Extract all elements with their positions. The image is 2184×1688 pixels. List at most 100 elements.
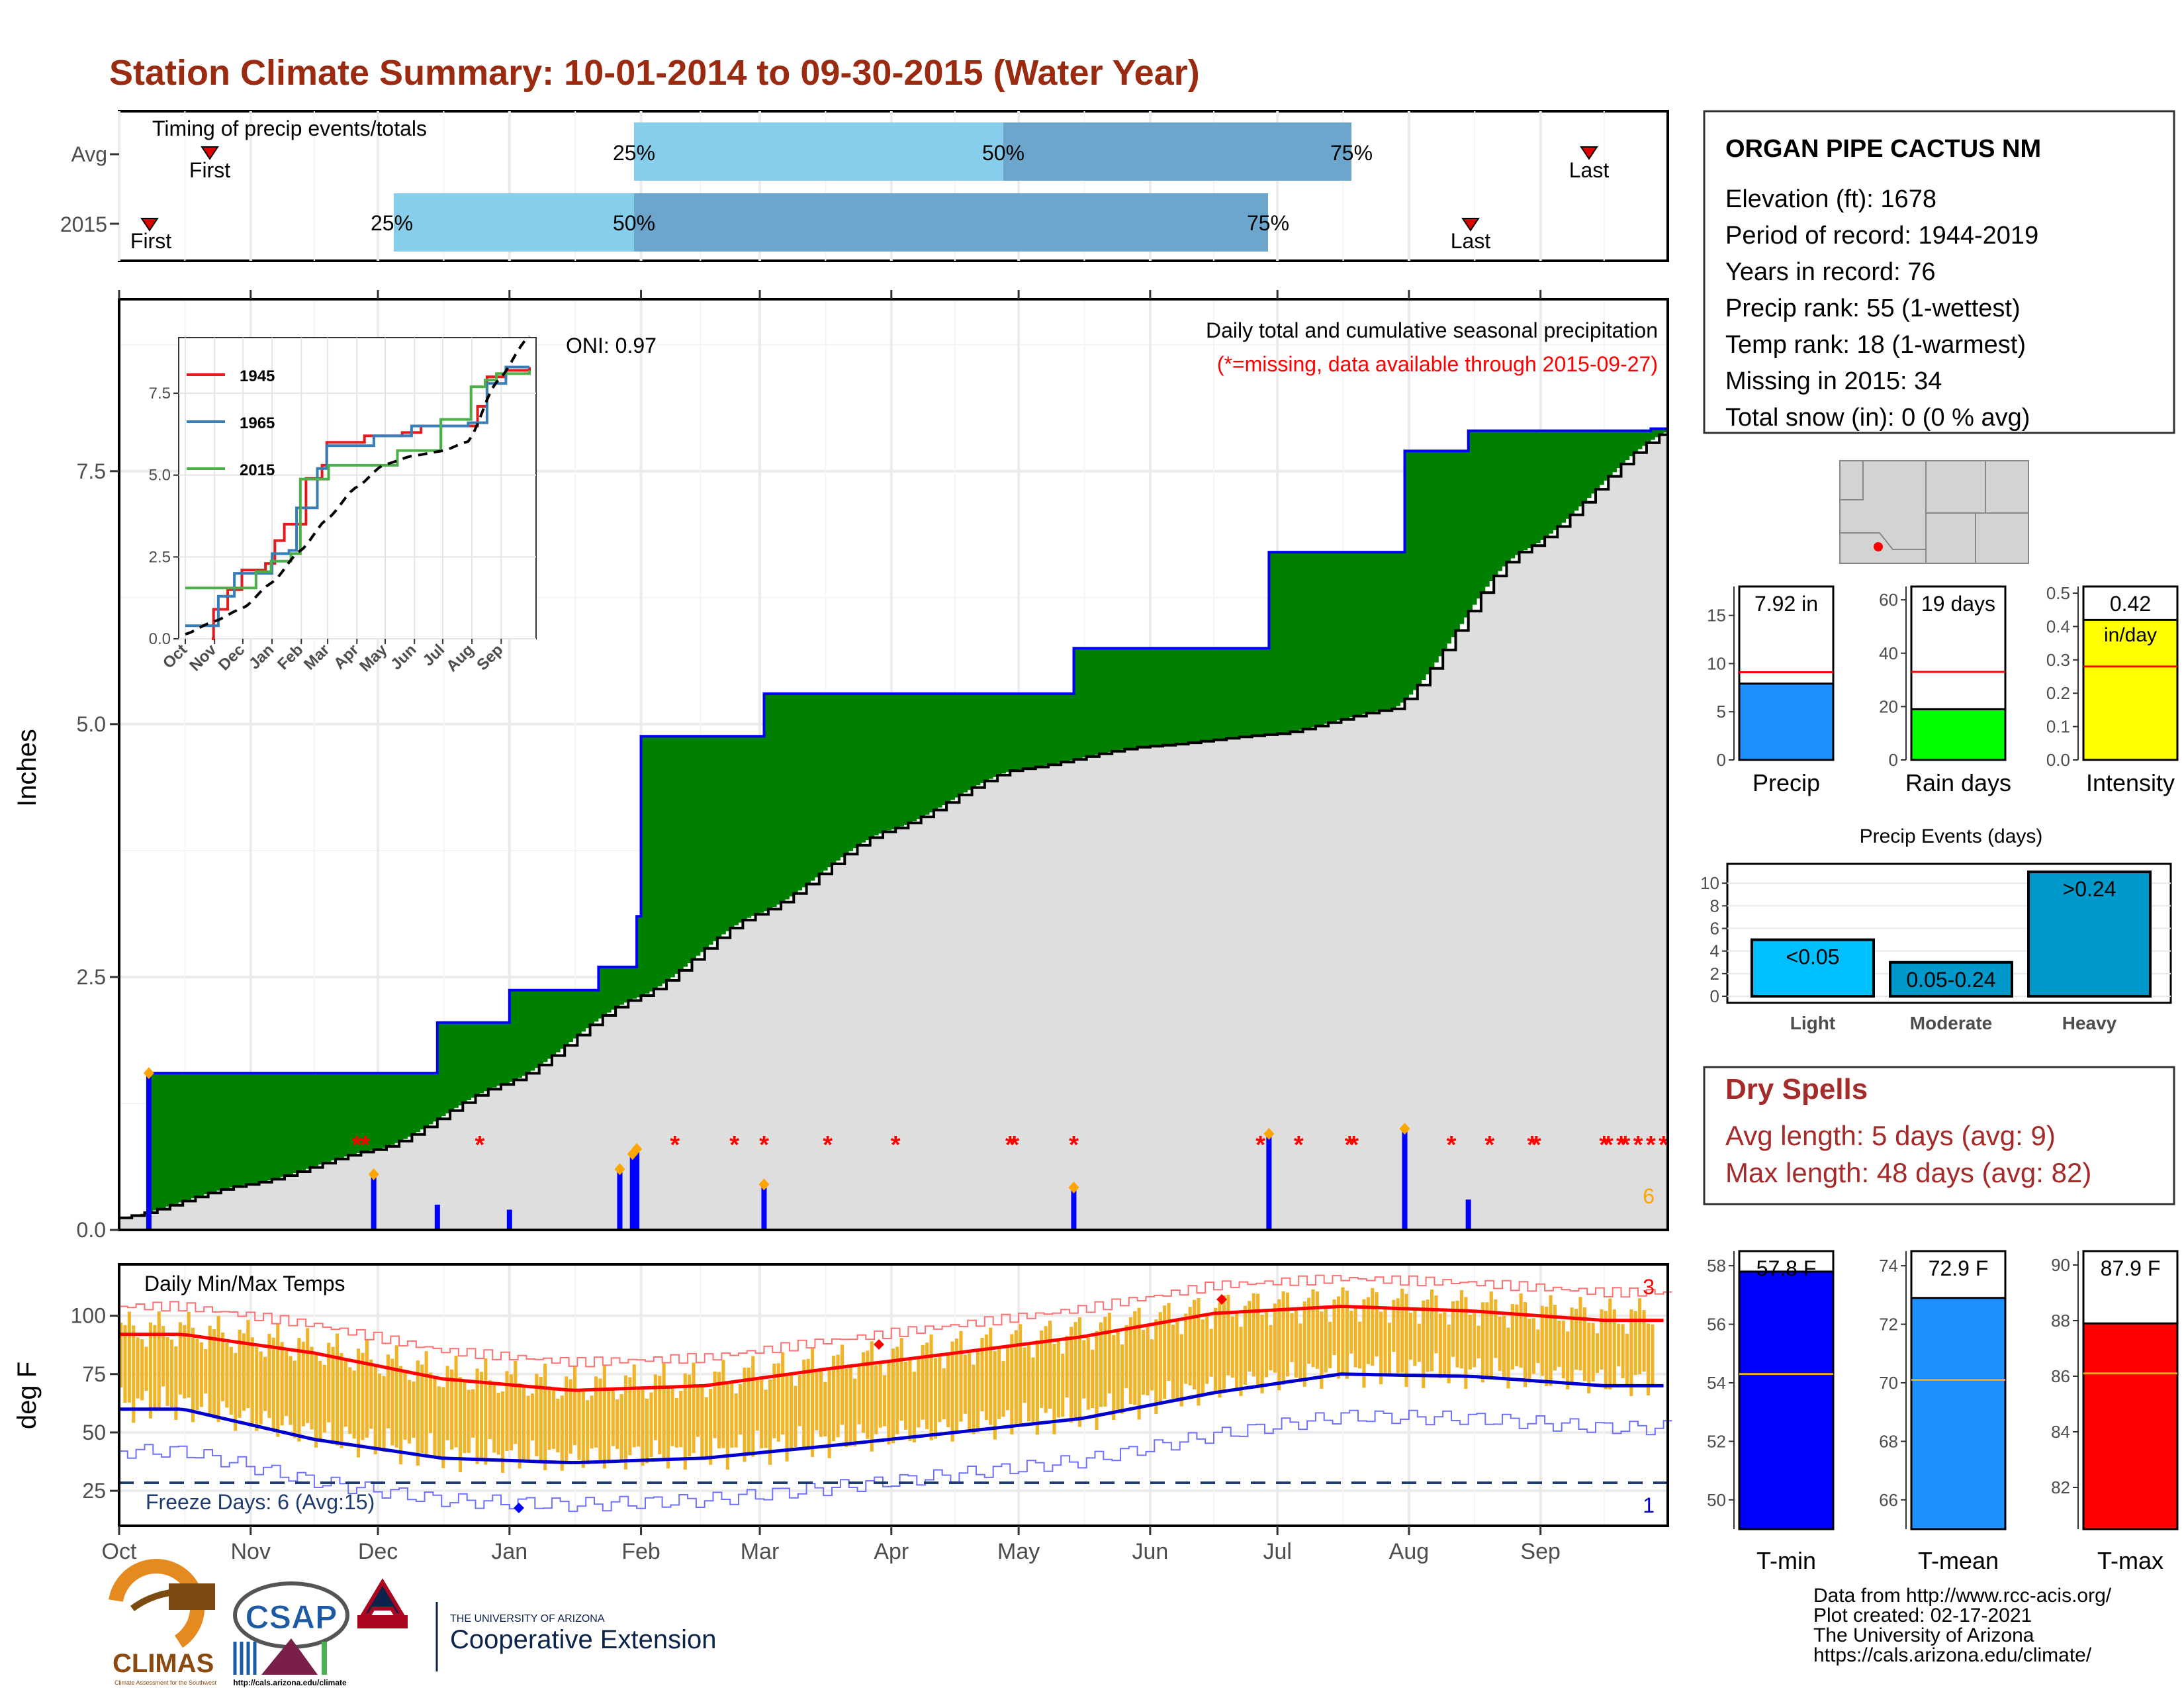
extreme-day-diamond: [631, 1143, 643, 1155]
daily-temp-bar: [1587, 1323, 1591, 1393]
daily-temp-bar: [674, 1397, 678, 1448]
daily-temp-bar: [641, 1388, 645, 1466]
daily-temp-bar: [267, 1333, 271, 1419]
mini-temp-bar: [2082, 1322, 2179, 1530]
yr-q25-q50-bar: [394, 193, 634, 252]
daily-temp-bar: [853, 1378, 857, 1446]
daily-temp-bar: [917, 1357, 921, 1428]
daily-temp-bar: [721, 1360, 725, 1448]
daily-temp-bar: [429, 1372, 433, 1433]
daily-temp-bar: [463, 1382, 467, 1454]
daily-temp-bar: [1582, 1307, 1586, 1382]
daily-temp-bar: [1056, 1340, 1060, 1418]
yr-first-label: First: [130, 229, 171, 253]
daily-temp-bar: [458, 1377, 463, 1473]
station-missing: Missing in 2015: 34: [1725, 367, 1942, 395]
daily-temp-bar: [1069, 1327, 1073, 1423]
daily-temp-bar: [289, 1356, 293, 1425]
daily-temp-bar: [1646, 1323, 1651, 1395]
daily-temp-bar: [700, 1386, 704, 1460]
station-years: Years in record: 76: [1725, 258, 1936, 286]
daily-temp-bar: [1473, 1313, 1477, 1368]
mini-temp-tick-label: 72: [1879, 1315, 1898, 1335]
daily-temp-bar: [365, 1339, 369, 1438]
missing-day-asterisk: *: [1616, 1131, 1626, 1159]
daily-temp-bar: [870, 1341, 874, 1452]
daily-temp-bar: [522, 1387, 526, 1462]
daily-temp-bar: [1298, 1323, 1302, 1383]
daily-temp-bar: [220, 1333, 225, 1401]
daily-temp-bar: [1464, 1297, 1468, 1389]
climas-wordmark: CLIMAS: [113, 1649, 214, 1678]
daily-temp-bar: [1549, 1295, 1553, 1386]
avg-first-label: First: [189, 158, 230, 182]
month-label: Mar: [741, 1539, 780, 1564]
daily-temp-bar: [1379, 1311, 1383, 1385]
daily-temp-bar: [772, 1363, 776, 1438]
inset-series-lines: [185, 335, 531, 640]
daily-temp-bar: [276, 1324, 280, 1437]
daily-temp-bar: [1561, 1320, 1565, 1379]
daily-temp-bar: [1095, 1331, 1099, 1430]
daily-temp-bar: [959, 1331, 963, 1422]
missing-day-asterisk: *: [1484, 1131, 1494, 1159]
daily-temp-bar: [255, 1346, 259, 1431]
daily-temp-bar: [501, 1391, 505, 1473]
daily-temp-bar: [1617, 1323, 1621, 1367]
dry-spells-box: Dry Spells Avg length: 5 days (avg: 9) M…: [1703, 1066, 2175, 1205]
daily-temp-bar: [539, 1376, 543, 1462]
observed-cumulative-line: [119, 427, 1668, 1231]
mini-temp-tick-label: 58: [1707, 1256, 1726, 1276]
daily-temp-bar: [883, 1375, 887, 1427]
daily-temp-bar: [208, 1325, 212, 1415]
station-info-box: ORGAN PIPE CACTUS NM Elevation (ft): 167…: [1703, 110, 2175, 434]
daily-temp-bar: [573, 1366, 577, 1446]
daily-temp-bar: [1358, 1321, 1362, 1369]
daily-temp-bar: [1201, 1319, 1205, 1394]
mini-precip-tick-label: 15: [1707, 606, 1726, 626]
daily-temp-bar: [530, 1393, 535, 1441]
month-label: Apr: [874, 1539, 909, 1564]
daily-temp-bar: [1171, 1325, 1175, 1399]
average-cumulative-area: [118, 433, 1669, 1231]
daily-temp-bar: [899, 1338, 903, 1421]
events-y-tick-label: 2: [1710, 964, 1719, 984]
daily-temp-bar: [157, 1311, 161, 1410]
month-label: Feb: [621, 1539, 660, 1564]
daily-temp-bar: [373, 1366, 377, 1454]
footer-plot-created: Plot created: 02-17-2021: [1813, 1605, 2032, 1626]
mini-precip-bar: [2082, 618, 2179, 761]
daily-temp-bar: [929, 1334, 933, 1440]
daily-temp-bar: [815, 1372, 819, 1430]
daily-temp-bar: [263, 1356, 267, 1411]
mini-temp-tick-label: 82: [2051, 1477, 2070, 1497]
mini-precip-label: Intensity: [2086, 769, 2175, 796]
daily-temp-bar: [1426, 1299, 1430, 1372]
daily-temp-bar: [352, 1370, 356, 1439]
daily-temp-bar: [454, 1356, 458, 1448]
daily-temp-bar: [1193, 1299, 1197, 1389]
daily-temp-bar: [560, 1395, 564, 1471]
missing-day-asterisk: *: [1345, 1131, 1355, 1159]
daily-temp-bar: [615, 1399, 619, 1449]
daily-temp-bar: [658, 1376, 662, 1454]
daily-temp-bar: [1082, 1340, 1086, 1399]
daily-temp-bar: [394, 1345, 398, 1448]
daily-temp-bar: [1485, 1302, 1489, 1380]
daily-temp-bar: [1574, 1309, 1578, 1370]
missing-day-asterisk: *: [1531, 1131, 1541, 1159]
daily-temp-bar: [1417, 1323, 1421, 1362]
mini-temp-value: 72.9 F: [1929, 1256, 1989, 1280]
missing-day-asterisk: *: [1633, 1131, 1643, 1159]
daily-temp-bar: [1175, 1321, 1179, 1402]
daily-temp-bar: [331, 1346, 335, 1441]
daily-temp-bar: [1324, 1308, 1328, 1373]
daily-temp-bar: [1302, 1301, 1306, 1387]
station-name: ORGAN PIPE CACTUS NM: [1725, 135, 2041, 163]
missing-day-asterisk: *: [475, 1131, 485, 1159]
daily-temp-bar: [1133, 1311, 1137, 1405]
daily-temp-bar: [140, 1339, 144, 1401]
daily-temp-bar: [662, 1363, 666, 1460]
daily-temp-bar: [764, 1389, 768, 1448]
daily-temp-bar: [225, 1342, 229, 1408]
